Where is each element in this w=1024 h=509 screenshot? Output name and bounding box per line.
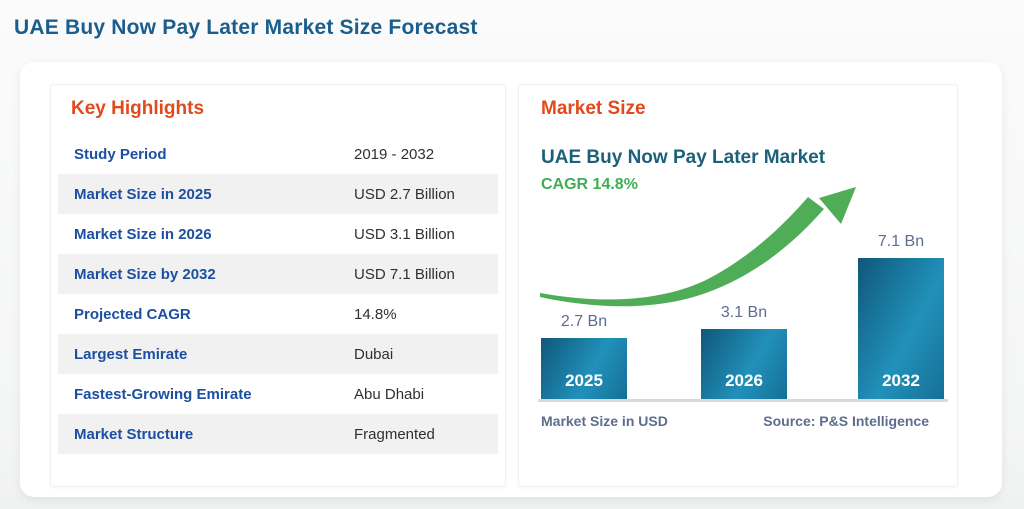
market-size-heading: Market Size — [541, 98, 646, 119]
key-highlights-panel: Key Highlights Study Period 2019 - 2032 … — [50, 84, 506, 487]
chart-title: UAE Buy Now Pay Later Market — [541, 147, 826, 168]
bar-group-2025: 2.7 Bn 2025 — [541, 233, 627, 399]
table-row: Largest Emirate Dubai — [58, 334, 498, 374]
table-row: Study Period 2019 - 2032 — [58, 134, 498, 174]
row-value: 14.8% — [354, 305, 397, 323]
bar-value-label: 2.7 Bn — [560, 313, 608, 330]
row-label: Study Period — [74, 145, 167, 163]
table-row: Market Structure Fragmented — [58, 414, 498, 454]
bar-year-label: 2026 — [725, 371, 763, 390]
table-row: Market Size by 2032 USD 7.1 Billion — [58, 254, 498, 294]
chart-unit-caption: Market Size in USD — [541, 413, 668, 429]
chart-baseline — [538, 399, 948, 402]
row-value: USD 2.7 Billion — [354, 185, 455, 203]
row-label: Largest Emirate — [74, 345, 188, 363]
row-label: Fastest-Growing Emirate — [74, 385, 252, 403]
row-label: Market Structure — [74, 425, 194, 443]
cagr-label: CAGR 14.8% — [541, 176, 638, 193]
page-title: UAE Buy Now Pay Later Market Size Foreca… — [14, 16, 478, 39]
highlights-table: Study Period 2019 - 2032 Market Size in … — [58, 134, 498, 454]
bar-group-2032: 7.1 Bn 2032 — [858, 233, 944, 399]
row-label: Market Size by 2032 — [74, 265, 216, 283]
row-label: Market Size in 2026 — [74, 225, 212, 243]
chart-footer: Market Size in USD Source: P&S Intellige… — [541, 413, 929, 429]
row-value: USD 3.1 Billion — [354, 225, 455, 243]
chart-source-caption: Source: P&S Intelligence — [763, 413, 929, 429]
growth-arrow-icon — [540, 187, 856, 307]
table-row: Projected CAGR 14.8% — [58, 294, 498, 334]
bar-chart: 2.7 Bn 2025 3.1 Bn 2026 7.1 Bn 2032 — [541, 233, 945, 399]
bar-2032: 2032 — [858, 258, 944, 399]
table-row: Market Size in 2026 USD 3.1 Billion — [58, 214, 498, 254]
row-label: Market Size in 2025 — [74, 185, 212, 203]
bar-group-2026: 3.1 Bn 2026 — [701, 233, 787, 399]
row-value: 2019 - 2032 — [354, 145, 435, 163]
key-highlights-heading: Key Highlights — [71, 98, 205, 119]
table-row: Market Size in 2025 USD 2.7 Billion — [58, 174, 498, 214]
row-value: USD 7.1 Billion — [354, 265, 455, 283]
bar-value-label: 3.1 Bn — [720, 304, 768, 321]
table-row: Fastest-Growing Emirate Abu Dhabi — [58, 374, 498, 414]
market-size-panel: Market Size UAE Buy Now Pay Later Market… — [518, 84, 958, 487]
bar-2026: 2026 — [701, 329, 787, 399]
bar-value-label: 7.1 Bn — [877, 233, 925, 250]
bar-year-label: 2025 — [565, 371, 603, 390]
bar-2025: 2025 — [541, 338, 627, 399]
row-value: Abu Dhabi — [354, 385, 425, 403]
row-label: Projected CAGR — [74, 305, 191, 323]
row-value: Dubai — [354, 345, 394, 363]
bar-year-label: 2032 — [882, 371, 920, 390]
row-value: Fragmented — [354, 425, 435, 443]
content-card: Key Highlights Study Period 2019 - 2032 … — [20, 62, 1002, 497]
